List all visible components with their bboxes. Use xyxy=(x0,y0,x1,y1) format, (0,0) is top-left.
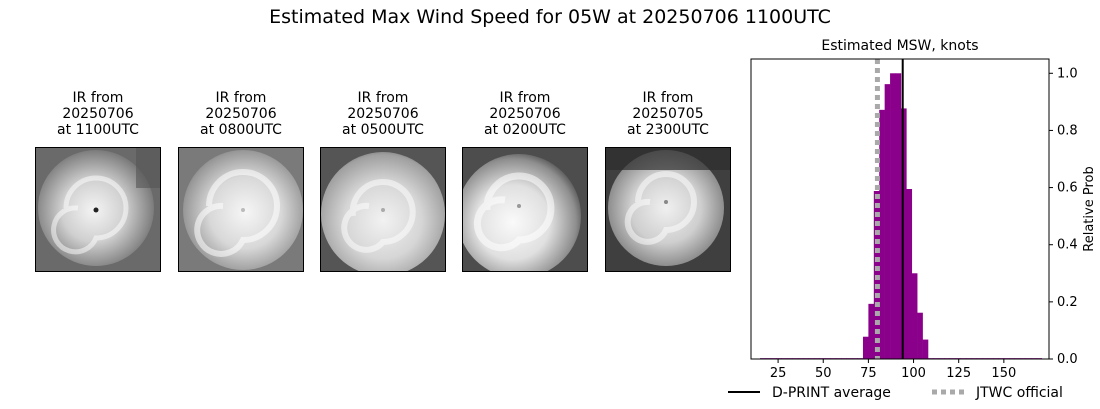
figure-title: Estimated Max Wind Speed for 05W at 2025… xyxy=(269,6,831,28)
x-tick-label: 125 xyxy=(946,366,971,381)
y-axis-ticks: 0.0 0.2 0.4 0.6 0.8 1.0 xyxy=(1049,66,1078,367)
histogram-bar xyxy=(917,312,923,359)
legend-jtwc-official-label: JTWC official xyxy=(975,385,1063,401)
x-tick-label: 50 xyxy=(815,366,832,381)
y-tick-label: 0.4 xyxy=(1057,238,1078,253)
ir-panel-5: IR from 20250705 at 2300UTC xyxy=(605,90,731,272)
legend-dprint-average-label: D-PRINT average xyxy=(772,385,891,401)
histogram-bar xyxy=(922,339,929,359)
histogram-bar xyxy=(884,84,891,360)
histogram-bar xyxy=(879,109,885,359)
panel-caption: IR from 20250706 at 1100UTC xyxy=(57,90,139,138)
x-axis-ticks: 25 50 75 100 125 150 xyxy=(770,359,1016,381)
panel-caption: IR from 20250706 at 0500UTC xyxy=(342,90,424,138)
plot-frame xyxy=(750,58,1050,360)
ir-panel-2: IR from 20250706 at 0800UTC xyxy=(178,90,304,272)
legend: D-PRINT average JTWC official xyxy=(728,385,1063,401)
y-tick-label: 0.0 xyxy=(1057,352,1078,367)
histogram-bar xyxy=(900,108,907,359)
panel-caption: IR from 20250705 at 2300UTC xyxy=(627,90,709,138)
histogram-bar xyxy=(890,73,896,360)
x-tick-label: 150 xyxy=(991,366,1016,381)
y-tick-label: 0.6 xyxy=(1057,181,1078,196)
chart-title: Estimated MSW, knots xyxy=(821,38,978,54)
y-tick-label: 0.2 xyxy=(1057,295,1078,310)
satellite-ir-image-icon xyxy=(605,147,731,272)
reference-lines xyxy=(874,59,904,359)
satellite-ir-image-icon xyxy=(320,147,446,272)
y-tick-label: 1.0 xyxy=(1057,66,1078,81)
histogram-bar xyxy=(868,303,875,359)
satellite-ir-image-icon xyxy=(35,147,161,272)
ir-panel-4: IR from 20250706 at 0200UTC xyxy=(462,90,588,272)
histogram-bar xyxy=(895,73,902,360)
histogram-bar xyxy=(906,189,913,359)
panel-caption: IR from 20250706 at 0200UTC xyxy=(484,90,566,138)
x-tick-label: 25 xyxy=(770,366,787,381)
histogram-bar xyxy=(862,336,869,359)
ir-panel-1: IR from 20250706 at 1100UTC xyxy=(35,90,161,272)
satellite-ir-image-icon xyxy=(178,147,304,272)
y-axis-label: Relative Prob xyxy=(1082,166,1097,251)
y-tick-label: 0.8 xyxy=(1057,123,1078,138)
panel-caption: IR from 20250706 at 0800UTC xyxy=(200,90,282,138)
ir-panel-3: IR from 20250706 at 0500UTC xyxy=(320,90,446,272)
histogram-bar xyxy=(911,273,918,359)
x-tick-label: 100 xyxy=(901,366,926,381)
histogram-bars xyxy=(760,73,1043,360)
x-tick-label: 75 xyxy=(860,366,877,381)
satellite-ir-image-icon xyxy=(462,147,588,272)
